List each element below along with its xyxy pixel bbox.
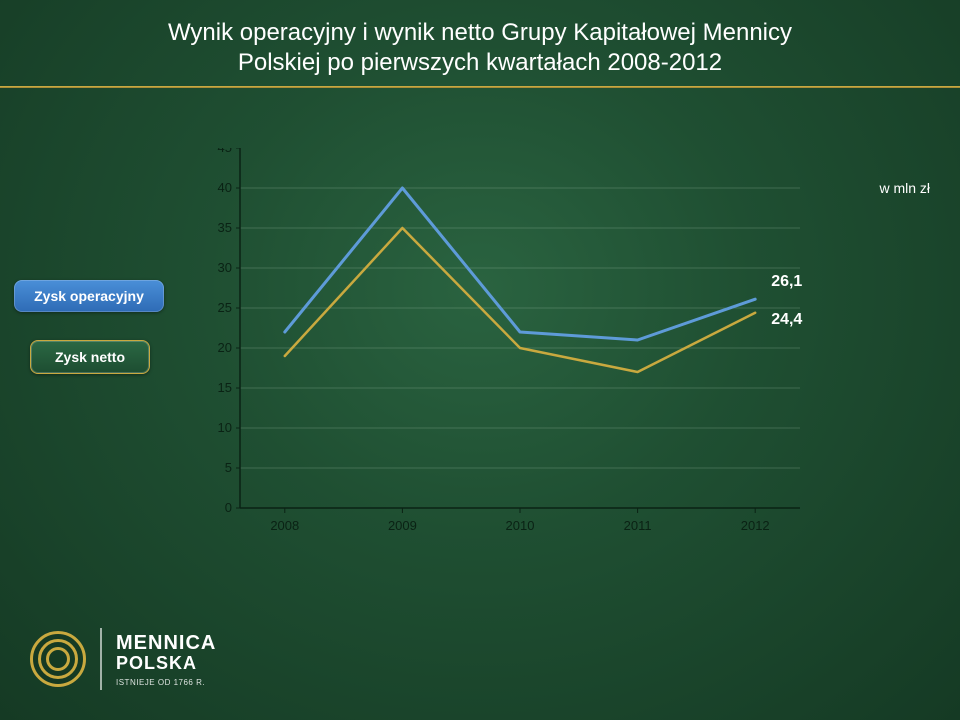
line-chart: 0 5 10 15 20 25 30 35 40 45 2008 2009 2010 2011 2012 2… bbox=[190, 148, 830, 548]
svg-text:2008: 2008 bbox=[270, 518, 299, 533]
value-label-operating: 26,1 bbox=[771, 273, 802, 291]
svg-text:2010: 2010 bbox=[506, 518, 535, 533]
legend-net: Zysk netto bbox=[30, 340, 150, 374]
slide-title: Wynik operacyjny i wynik netto Grupy Kap… bbox=[0, 18, 960, 78]
brand-line1: MENNICA bbox=[116, 632, 216, 655]
svg-text:15: 15 bbox=[218, 380, 232, 395]
svg-text:30: 30 bbox=[218, 260, 232, 275]
svg-text:2012: 2012 bbox=[741, 518, 770, 533]
chart-svg: 0 5 10 15 20 25 30 35 40 45 2008 2009 2010 2011 2012 bbox=[190, 148, 830, 548]
unit-label: w mln zł bbox=[879, 180, 930, 196]
value-label-net: 24,4 bbox=[771, 311, 802, 329]
svg-text:0: 0 bbox=[225, 500, 232, 515]
svg-text:2011: 2011 bbox=[624, 518, 652, 533]
brand-line2: POLSKA bbox=[116, 653, 216, 674]
svg-text:20: 20 bbox=[218, 340, 232, 355]
legend-operating-label: Zysk operacyjny bbox=[34, 288, 144, 304]
svg-text:2009: 2009 bbox=[388, 518, 417, 533]
title-line2: Polskiej po pierwszych kwartałach 2008-2… bbox=[238, 49, 722, 76]
brand-text: MENNICA POLSKA ISTNIEJE OD 1766 R. bbox=[116, 632, 216, 687]
svg-text:10: 10 bbox=[218, 420, 232, 435]
svg-text:35: 35 bbox=[218, 220, 232, 235]
title-line1: Wynik operacyjny i wynik netto Grupy Kap… bbox=[168, 19, 792, 46]
title-divider bbox=[0, 86, 960, 88]
svg-text:25: 25 bbox=[218, 300, 232, 315]
brand-separator bbox=[100, 628, 102, 690]
brand-logo: MENNICA POLSKA ISTNIEJE OD 1766 R. bbox=[30, 628, 216, 690]
svg-text:40: 40 bbox=[218, 180, 232, 195]
brand-line3: ISTNIEJE OD 1766 R. bbox=[116, 678, 216, 687]
svg-text:45: 45 bbox=[218, 148, 232, 155]
legend-operating: Zysk operacyjny bbox=[14, 280, 164, 312]
legend-net-label: Zysk netto bbox=[55, 349, 125, 365]
brand-emblem-icon bbox=[30, 631, 86, 687]
svg-text:5: 5 bbox=[225, 460, 232, 475]
